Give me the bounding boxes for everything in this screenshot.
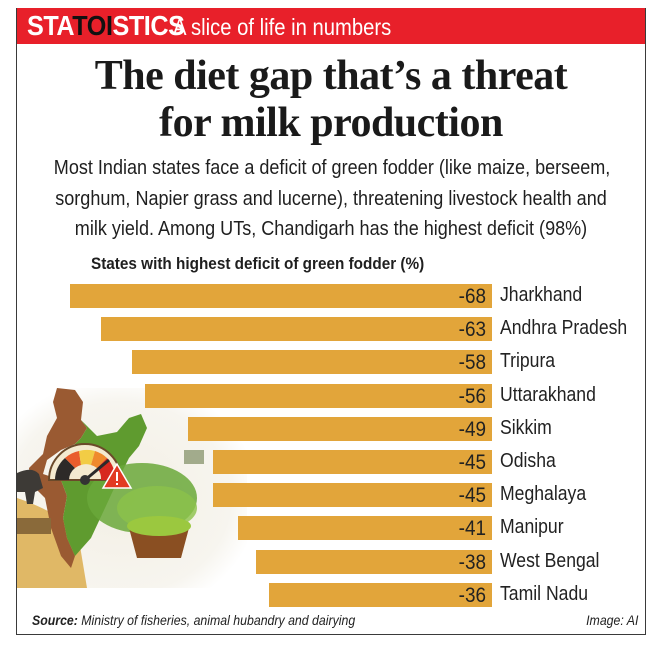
source-label: Source: [32, 612, 78, 628]
category-label: Andhra Pradesh [500, 317, 628, 340]
category-label: Odisha [500, 450, 556, 472]
source-note: Source: Ministry of fisheries, animal hu… [32, 612, 355, 628]
category-label: Uttarakhand [500, 383, 596, 406]
bar-value-label: -45 [458, 451, 486, 474]
bar-value-label: -38 [458, 550, 486, 574]
headline-line-2: for milk production [159, 100, 503, 146]
source-text: Ministry of fisheries, animal hubandry a… [77, 612, 356, 628]
category-label: Jharkhand [500, 284, 583, 306]
bar-tamil-nadu [268, 582, 492, 607]
statoistics-banner: STATOISTICS A slice of life in numbers [16, 8, 646, 44]
brand-pre: STA [27, 10, 73, 41]
banner-tagline: A slice of life in numbers [173, 14, 392, 40]
category-label: Manipur [500, 516, 564, 539]
category-label: Tamil Nadu [500, 582, 589, 605]
infographic-frame [16, 8, 646, 635]
subtitle-line-1: Most Indian states face a deficit of gre… [53, 156, 611, 179]
basket-fodder [127, 516, 191, 536]
bar-manipur [237, 516, 492, 541]
image-credit: Image: AI [585, 612, 638, 628]
bar-uttarakhand [144, 383, 492, 408]
category-label: Tripura [500, 350, 556, 373]
brand-toi: TOI [72, 10, 113, 41]
bar-odisha [213, 450, 492, 474]
bar-value-label: -36 [458, 583, 486, 607]
deficit-gauge-icon [47, 443, 123, 485]
bar-value-label: -58 [458, 351, 486, 375]
bar-value-label: -41 [458, 517, 486, 541]
bar-sikkim [188, 416, 492, 441]
category-label: West Bengal [500, 549, 600, 572]
bar-value-label: -63 [458, 318, 486, 342]
brand-logo: STATOISTICS [27, 9, 185, 43]
bar-meghalaya [213, 483, 492, 508]
category-label: Sikkim [500, 416, 552, 439]
bar-value-label: -56 [458, 384, 486, 408]
subtitle-line-2: sorghum, Napier grass and lucerne), thre… [55, 186, 607, 210]
subtitle-line-3: milk yield. Among UTs, Chandigarh has th… [74, 217, 588, 240]
subtitle: Most Indian states face a deficit of gre… [53, 153, 611, 245]
dry-map-half [29, 388, 87, 568]
bar-value-label: -49 [458, 417, 486, 441]
bar-value-label: -68 [458, 285, 486, 308]
warning-icon [101, 462, 133, 489]
feeding-trough [17, 518, 51, 534]
category-label: Meghalaya [500, 483, 587, 506]
chart-title: States with highest deficit of green fod… [91, 254, 425, 273]
bar-tripura [132, 350, 492, 375]
bar-jharkhand [70, 284, 492, 308]
brand-post: STICS [112, 10, 185, 41]
bar-west-bengal [256, 549, 492, 574]
bar-andhra-pradesh [101, 317, 492, 342]
tractor [184, 450, 204, 464]
fodder-basket [129, 528, 189, 558]
bar-value-label: -45 [458, 484, 486, 508]
headline-line-1: The diet gap that’s a threat [94, 53, 568, 99]
buffalo [17, 469, 43, 504]
